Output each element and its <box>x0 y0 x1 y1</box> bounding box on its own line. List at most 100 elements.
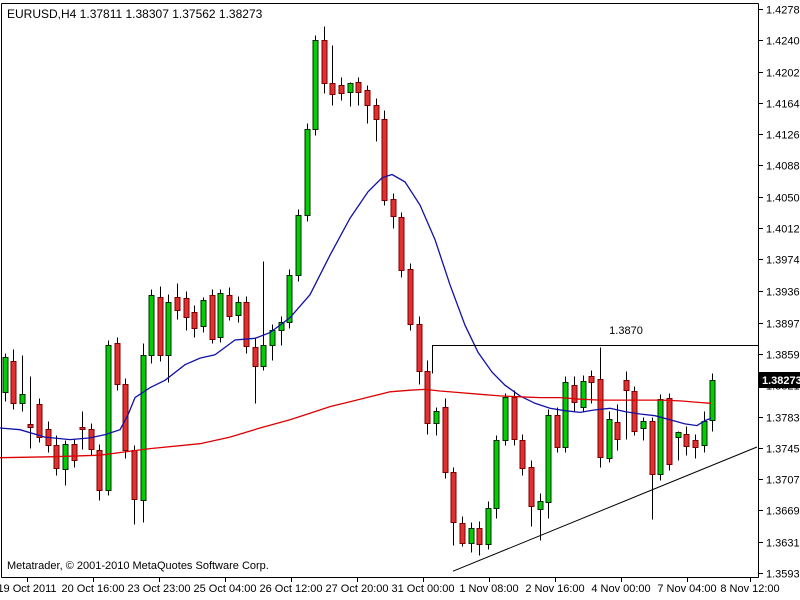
bull-candle <box>148 295 155 356</box>
copyright-text: Metatrader, © 2001-2010 MetaQuotes Softw… <box>7 560 269 572</box>
candles-layer <box>2 26 716 556</box>
bear-candle <box>209 295 216 340</box>
bear-candle <box>571 385 578 403</box>
bull-candle <box>493 440 500 509</box>
bull-candle <box>485 508 492 545</box>
bear-candle <box>252 347 259 367</box>
price-label: 1.36690 <box>766 506 800 518</box>
bear-candle <box>450 472 457 523</box>
bear-candle <box>122 384 129 451</box>
price-label: 1.41640 <box>766 99 800 111</box>
time-label: 25 Oct 04:00 <box>194 583 257 595</box>
bear-candle <box>623 380 630 391</box>
bear-candle <box>243 302 250 347</box>
current-price-tag: 1.38273 <box>758 372 800 388</box>
bear-candle <box>476 528 483 545</box>
bull-candle <box>165 302 172 356</box>
bull-candle <box>433 411 440 424</box>
bear-candle <box>407 269 414 325</box>
bear-candle <box>424 371 431 424</box>
bear-candle <box>71 444 78 461</box>
time-label: 4 Nov 00:00 <box>591 583 650 595</box>
bear-candle <box>355 82 362 93</box>
bear-candle <box>79 427 86 430</box>
bull-candle <box>606 419 613 459</box>
time-label: 27 Oct 20:00 <box>326 583 389 595</box>
price-label: 1.39740 <box>766 255 800 267</box>
resistance-label: 1.3870 <box>609 325 643 337</box>
price-label: 1.42780 <box>766 5 800 17</box>
price-label: 1.37830 <box>766 413 800 425</box>
price-label: 1.40880 <box>766 161 800 173</box>
bull-candle <box>295 215 302 276</box>
price-label: 1.40120 <box>766 224 800 236</box>
price-label: 1.37070 <box>766 475 800 487</box>
bull-candle <box>701 421 708 446</box>
bull-candle <box>709 380 716 421</box>
price-label: 1.37450 <box>766 444 800 456</box>
price-label: 1.41260 <box>766 130 800 142</box>
bull-candle <box>200 300 207 327</box>
bear-candle <box>649 421 656 475</box>
bear-candle <box>36 404 43 438</box>
current-price-tag-bg <box>758 372 800 388</box>
bear-candle <box>191 312 198 329</box>
current-price-value: 1.38273 <box>762 375 800 387</box>
bear-candle <box>157 297 164 356</box>
bull-candle <box>105 345 112 491</box>
price-axis[interactable]: 1.42780 1.42400 1.42020 1.41640 1.41260 1.408… <box>758 5 800 581</box>
price-label: 1.36310 <box>766 538 800 550</box>
bull-candle <box>140 355 147 501</box>
bull-candle <box>640 421 647 429</box>
time-label: 23 Oct 23:00 <box>128 583 191 595</box>
bear-candle <box>174 297 181 311</box>
bull-candle <box>260 345 267 367</box>
bull-candle <box>312 40 319 130</box>
bear-candle <box>666 398 673 465</box>
bear-candle <box>114 343 121 385</box>
bear-candle <box>373 105 380 120</box>
bear-candle <box>10 361 17 404</box>
time-label: 7 Nov 04:00 <box>657 583 716 595</box>
bear-candle <box>398 217 405 271</box>
bear-candle <box>96 450 103 491</box>
price-label: 1.40500 <box>766 193 800 205</box>
bear-candle <box>381 119 388 201</box>
bear-candle <box>183 298 190 318</box>
price-label: 1.39360 <box>766 287 800 299</box>
time-label: 8 Nov 12:00 <box>720 583 779 595</box>
bull-candle <box>217 293 224 338</box>
chart-title: EURUSD,H4 1.37811 1.38307 1.37562 1.3827… <box>7 7 263 21</box>
time-axis[interactable]: 19 Oct 2011 20 Oct 16:00 23 Oct 23:00 25 Oc… <box>0 577 780 596</box>
bull-candle <box>545 415 552 503</box>
bear-candle <box>511 397 518 440</box>
bull-candle <box>675 432 682 438</box>
price-label: 1.38590 <box>766 350 800 362</box>
bear-candle <box>683 434 690 447</box>
bull-candle <box>347 83 354 93</box>
time-label: 19 Oct 2011 <box>0 583 57 595</box>
bull-candle <box>657 399 664 475</box>
bear-candle <box>614 422 621 440</box>
trendline[interactable] <box>452 446 758 572</box>
bull-candle <box>235 302 242 316</box>
time-label: 1 Nov 08:00 <box>459 583 518 595</box>
bear-candle <box>131 450 138 500</box>
price-label: 1.42400 <box>766 36 800 48</box>
bull-candle <box>580 381 587 408</box>
bull-candle <box>19 394 26 404</box>
bear-candle <box>528 467 535 507</box>
bull-candle <box>562 382 569 448</box>
bear-candle <box>390 199 397 217</box>
chart-frame <box>1 3 759 578</box>
time-label: 31 Oct 00:00 <box>392 583 455 595</box>
bear-candle <box>27 424 34 428</box>
bear-candle <box>416 324 423 372</box>
price-label: 1.38970 <box>766 319 800 331</box>
bear-candle <box>554 415 561 448</box>
bear-candle <box>631 391 638 432</box>
bear-candle <box>692 440 699 448</box>
time-label: 26 Oct 12:00 <box>260 583 323 595</box>
price-label: 1.35930 <box>766 569 800 581</box>
